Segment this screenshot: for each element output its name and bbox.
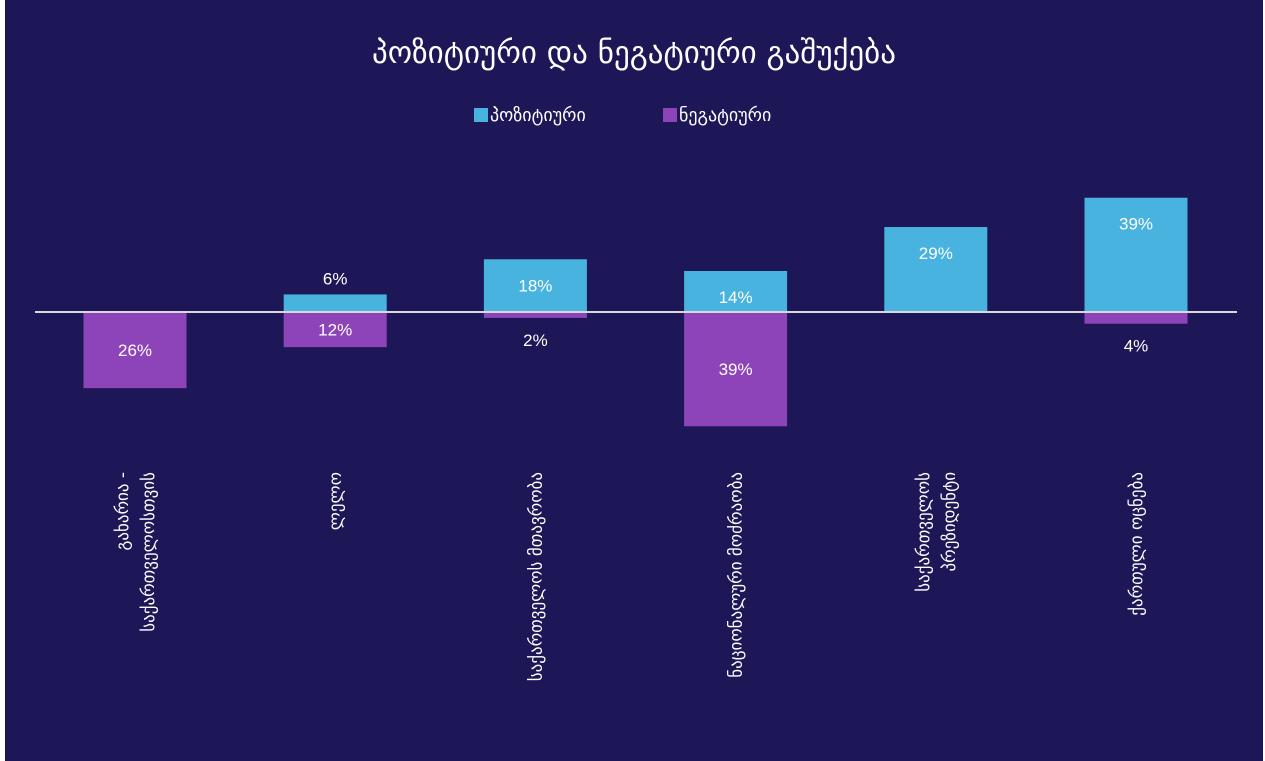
chart-title: პოზიტიური და ნეგატიური გაშუქება [372,35,896,71]
bar-positive-5 [1084,197,1188,312]
category-label-line: ნაციონალური მოძრაობა [727,472,747,678]
category-label-0: გახარია - საქართველოსთვის [113,472,159,632]
value-label-positive-2: 18% [518,276,552,295]
bars-group [83,197,1188,427]
category-label-line: გახარია - [113,472,133,551]
category-label-2: საქართველოს მთავრობა [526,472,546,681]
bar-negative-5 [1084,312,1188,324]
bar-positive-2 [483,259,587,312]
bar-negative-2 [483,312,587,318]
bar-negative-3 [684,312,788,427]
bar-negative-0 [83,312,187,389]
legend-swatch-positive [474,108,488,122]
bar-positive-4 [884,227,988,312]
bar-negative-1 [283,312,387,348]
category-label-line: პრეზიდენტი [940,472,960,571]
bar-chart: პოზიტიური და ნეგატიური გაშუქება პოზიტიურ… [35,35,1237,681]
legend-swatch-negative [663,108,677,122]
category-label-3: ნაციონალური მოძრაობა [727,472,747,678]
category-label-line: ქართული ოცნება [1127,472,1147,616]
value-label-negative-1: 12% [318,321,352,340]
category-label-4: საქართველოს პრეზიდენტი [914,472,960,592]
category-label-line: ლელო [326,472,346,530]
value-label-positive-5: 39% [1119,215,1153,234]
value-label-positive-3: 14% [719,288,753,307]
category-label-line: საქართველოსთვის [139,472,159,632]
category-label-line: საქართველოს [914,472,934,592]
legend-label-positive: პოზიტიური [490,105,586,126]
category-label-5: ქართული ოცნება [1127,472,1147,616]
category-label-line: საქართველოს მთავრობა [526,472,546,681]
value-labels-group: 26% 6% 12% 18% 2% 14% 39% 29% 39% 4% [118,215,1153,379]
value-label-positive-4: 29% [919,244,953,263]
legend: პოზიტიური ნეგატიური [474,105,771,126]
category-labels-group: გახარია - საქართველოსთვის ლელო საქართველოს … [113,472,1147,681]
value-label-negative-2: 2% [523,331,548,350]
bar-positive-1 [283,294,387,312]
chart-frame: პოზიტიური და ნეგატიური გაშუქება პოზიტიურ… [5,0,1263,761]
value-label-negative-3: 39% [719,360,753,379]
value-label-positive-1: 6% [323,269,348,288]
bar-positive-3 [684,270,788,312]
category-label-1: ლელო [326,472,346,530]
value-label-negative-5: 4% [1124,337,1149,356]
value-label-negative-0: 26% [118,341,152,360]
legend-label-negative: ნეგატიური [679,105,771,126]
